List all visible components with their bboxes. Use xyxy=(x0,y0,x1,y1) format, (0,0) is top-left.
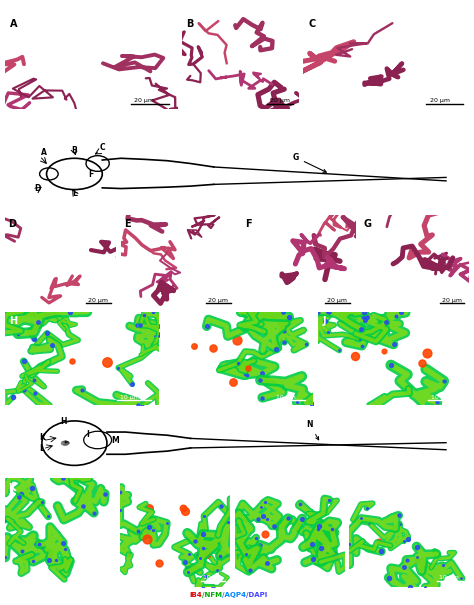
Text: G: G xyxy=(293,153,326,172)
Text: K: K xyxy=(8,483,16,494)
Text: D: D xyxy=(34,185,40,194)
Text: C: C xyxy=(100,143,105,152)
Text: IB4: IB4 xyxy=(190,592,202,598)
Text: F: F xyxy=(88,171,93,180)
Text: 10 μm: 10 μm xyxy=(431,394,451,400)
Text: E: E xyxy=(124,220,131,229)
Text: I: I xyxy=(168,316,172,326)
Text: H: H xyxy=(61,417,67,426)
Text: 10 μm: 10 μm xyxy=(275,394,295,400)
Text: /DAPI: /DAPI xyxy=(246,592,268,598)
Text: 20 μm: 20 μm xyxy=(327,298,347,303)
Text: 20 μm: 20 μm xyxy=(88,298,108,303)
Text: 10 μm: 10 μm xyxy=(88,575,108,580)
Text: C: C xyxy=(309,19,316,28)
Text: 20 μm: 20 μm xyxy=(442,298,462,303)
Text: /AQP4: /AQP4 xyxy=(222,592,246,598)
Text: 20 μm: 20 μm xyxy=(208,298,228,303)
Text: A: A xyxy=(10,19,18,28)
Text: B: B xyxy=(186,19,193,28)
Text: I: I xyxy=(86,430,89,439)
Text: J: J xyxy=(322,316,326,326)
Text: L: L xyxy=(123,483,129,494)
Text: 10 μm: 10 μm xyxy=(318,575,337,580)
Text: K: K xyxy=(39,433,46,442)
Text: 20 μm: 20 μm xyxy=(135,98,155,103)
Text: 20 μm: 20 μm xyxy=(270,98,290,103)
Text: L: L xyxy=(39,444,45,453)
Text: H: H xyxy=(9,316,18,326)
Text: N: N xyxy=(353,483,361,494)
Text: F: F xyxy=(245,220,252,229)
Text: 10 μm: 10 μm xyxy=(120,394,140,400)
Text: D: D xyxy=(8,220,16,229)
Text: /NFM: /NFM xyxy=(202,592,222,598)
Text: 20 μm: 20 μm xyxy=(429,98,449,103)
Text: B: B xyxy=(72,146,77,155)
Text: 10 μm: 10 μm xyxy=(203,575,223,580)
Text: E: E xyxy=(72,189,77,197)
Text: G: G xyxy=(364,220,372,229)
Text: M: M xyxy=(111,436,119,445)
Text: A: A xyxy=(41,148,47,157)
Text: 10 μm: 10 μm xyxy=(439,575,459,580)
Text: N: N xyxy=(307,420,319,440)
Text: M: M xyxy=(238,483,247,494)
